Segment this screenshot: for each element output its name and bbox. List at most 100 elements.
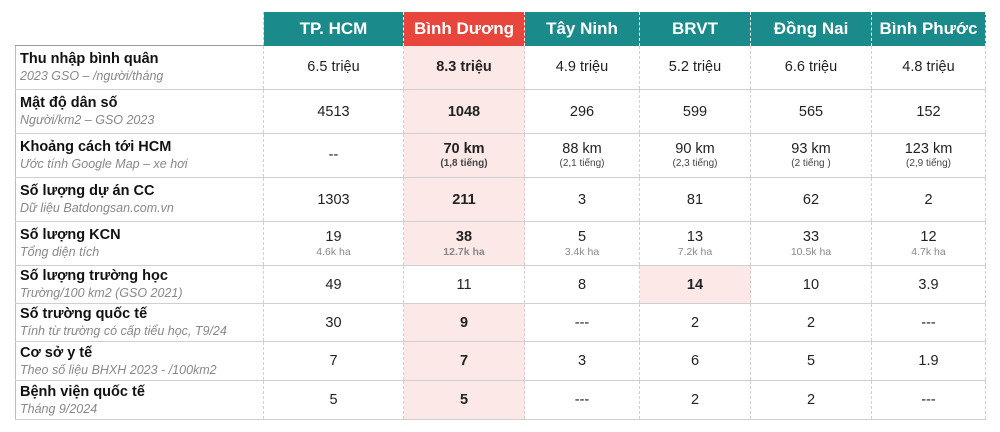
header-corner <box>15 12 264 46</box>
cell-value: 8 <box>524 265 640 304</box>
header-binh-duong: Bình Dương <box>403 12 525 46</box>
cell-value: 565 <box>750 89 872 134</box>
table-row: Mật độ dân số Người/km2 – GSO 2023 4513 … <box>15 89 986 134</box>
comparison-table-container: TP. HCM Bình Dương Tây Ninh BRVT Đồng Na… <box>15 12 986 420</box>
cell-value: 5 <box>750 341 872 381</box>
cell-value: 81 <box>639 177 751 222</box>
comparison-table: TP. HCM Bình Dương Tây Ninh BRVT Đồng Na… <box>15 12 986 420</box>
row-title: Thu nhập bình quân <box>20 51 159 67</box>
row-title: Bệnh viện quốc tế <box>20 383 145 400</box>
cell-value: 4513 <box>263 89 404 134</box>
table-row: Số lượng dự án CC Dữ liệu Batdongsan.com… <box>15 177 986 222</box>
table-row: Cơ sở y tế Theo số liệu BHXH 2023 - /100… <box>15 341 986 381</box>
cell-value: 2 <box>750 380 872 420</box>
cell-main: 13 <box>686 229 704 245</box>
row-label: Thu nhập bình quân 2023 GSO – /người/thá… <box>15 45 264 90</box>
cell-sub: 10.5k ha <box>790 246 832 258</box>
cell-value-highlight: 211 <box>403 177 525 222</box>
row-title: Cơ sở y tế <box>20 344 93 361</box>
cell-main: 90 km <box>675 141 715 157</box>
cell-value: -- <box>263 133 404 178</box>
cell-main: -- <box>328 147 339 163</box>
cell-value: 4.8 triệu <box>871 45 986 90</box>
table-row: Số trường quốc tế Tính từ trường có cấp … <box>15 303 986 342</box>
row-subtitle: Tháng 9/2024 <box>20 401 98 416</box>
cell-sub: 4.6k ha <box>316 246 351 258</box>
row-label: Cơ sở y tế Theo số liệu BHXH 2023 - /100… <box>15 341 264 381</box>
row-title: Khoảng cách tới HCM <box>20 139 172 155</box>
cell-value: 599 <box>639 89 751 134</box>
cell-value: 90 km (2,3 tiếng) <box>639 133 751 178</box>
cell-value: 1303 <box>263 177 404 222</box>
cell-value: 5 <box>263 380 404 420</box>
cell-main: 70 km <box>443 141 485 157</box>
cell-value-highlight: 7 <box>403 341 525 381</box>
cell-sub: (1,8 tiếng) <box>440 158 488 169</box>
cell-value: 3.9 <box>871 265 986 304</box>
cell-main: 19 <box>325 229 342 245</box>
row-subtitle: Tổng diện tích <box>20 245 100 259</box>
cell-value: 2 <box>639 380 751 420</box>
cell-value: 152 <box>871 89 986 134</box>
header-binh-phuoc: Bình Phước <box>871 12 986 46</box>
row-title: Số lượng trường học <box>20 268 168 284</box>
cell-value: 6.5 triệu <box>263 45 404 90</box>
cell-sub: (2,3 tiếng) <box>672 158 718 169</box>
cell-value: 5.2 triệu <box>639 45 751 90</box>
row-title: Mật độ dân số <box>20 95 118 111</box>
cell-value: 296 <box>524 89 640 134</box>
cell-value: 93 km (2 tiếng ) <box>750 133 872 178</box>
header-dong-nai: Đồng Nai <box>750 12 872 46</box>
cell-value-highlight: 5 <box>403 380 525 420</box>
cell-sub: (2,1 tiếng) <box>559 158 605 169</box>
cell-value: 2 <box>750 303 872 342</box>
cell-sub: (2,9 tiếng) <box>905 158 952 169</box>
cell-value: 33 10.5k ha <box>750 221 872 266</box>
cell-value: 19 4.6k ha <box>263 221 404 266</box>
cell-value: 11 <box>403 265 525 304</box>
cell-value: 62 <box>750 177 872 222</box>
cell-value: 7 <box>263 341 404 381</box>
cell-value: 6.6 triệu <box>750 45 872 90</box>
cell-value-highlight: 1048 <box>403 89 525 134</box>
header-row: TP. HCM Bình Dương Tây Ninh BRVT Đồng Na… <box>15 12 986 46</box>
cell-sub: (2 tiếng ) <box>791 158 831 169</box>
table-row: Số lượng KCN Tổng diện tích 19 4.6k ha 3… <box>15 221 986 266</box>
cell-value: --- <box>871 303 986 342</box>
row-subtitle: 2023 GSO – /người/tháng <box>20 69 164 83</box>
row-title: Số lượng dự án CC <box>20 183 155 199</box>
row-label: Số lượng KCN Tổng diện tích <box>15 221 264 266</box>
header-brvt: BRVT <box>639 12 751 46</box>
cell-value-highlight: 70 km (1,8 tiếng) <box>403 133 525 178</box>
row-subtitle: Trường/100 km2 (GSO 2021) <box>20 286 183 300</box>
cell-sub: 3.4k ha <box>564 246 600 258</box>
cell-value: 5 3.4k ha <box>524 221 640 266</box>
table-row: Thu nhập bình quân 2023 GSO – /người/thá… <box>15 45 986 90</box>
row-title: Số trường quốc tế <box>20 306 148 322</box>
row-title: Số lượng KCN <box>20 227 121 243</box>
row-label: Số trường quốc tế Tính từ trường có cấp … <box>15 303 264 342</box>
cell-value: 3 <box>524 341 640 381</box>
cell-main: 5 <box>577 229 587 245</box>
row-subtitle: Ước tính Google Map – xe hơi <box>20 157 188 171</box>
cell-sub: 7.2k ha <box>677 246 713 258</box>
cell-value: 2 <box>871 177 986 222</box>
row-subtitle: Tính từ trường có cấp tiểu học, T9/24 <box>20 324 227 338</box>
cell-main: 38 <box>455 229 473 245</box>
cell-value: 49 <box>263 265 404 304</box>
cell-main: 88 km <box>562 141 602 157</box>
cell-value: 123 km (2,9 tiếng) <box>871 133 986 178</box>
cell-value-highlight: 14 <box>639 265 751 304</box>
row-subtitle: Người/km2 – GSO 2023 <box>20 113 155 127</box>
cell-value: 1.9 <box>871 341 986 381</box>
cell-sub: 4.7k ha <box>911 246 946 258</box>
row-label: Mật độ dân số Người/km2 – GSO 2023 <box>15 89 264 134</box>
cell-main: 93 km <box>791 141 831 157</box>
table-row: Khoảng cách tới HCM Ước tính Google Map … <box>15 133 986 178</box>
cell-value: --- <box>871 380 986 420</box>
table-row: Bệnh viện quốc tế Tháng 9/2024 5 5 --- 2… <box>15 380 986 420</box>
cell-value: 6 <box>639 341 751 381</box>
row-label: Khoảng cách tới HCM Ước tính Google Map … <box>15 133 264 178</box>
table-row: Số lượng trường học Trường/100 km2 (GSO … <box>15 265 986 304</box>
row-subtitle: Dữ liệu Batdongsan.com.vn <box>20 201 174 215</box>
